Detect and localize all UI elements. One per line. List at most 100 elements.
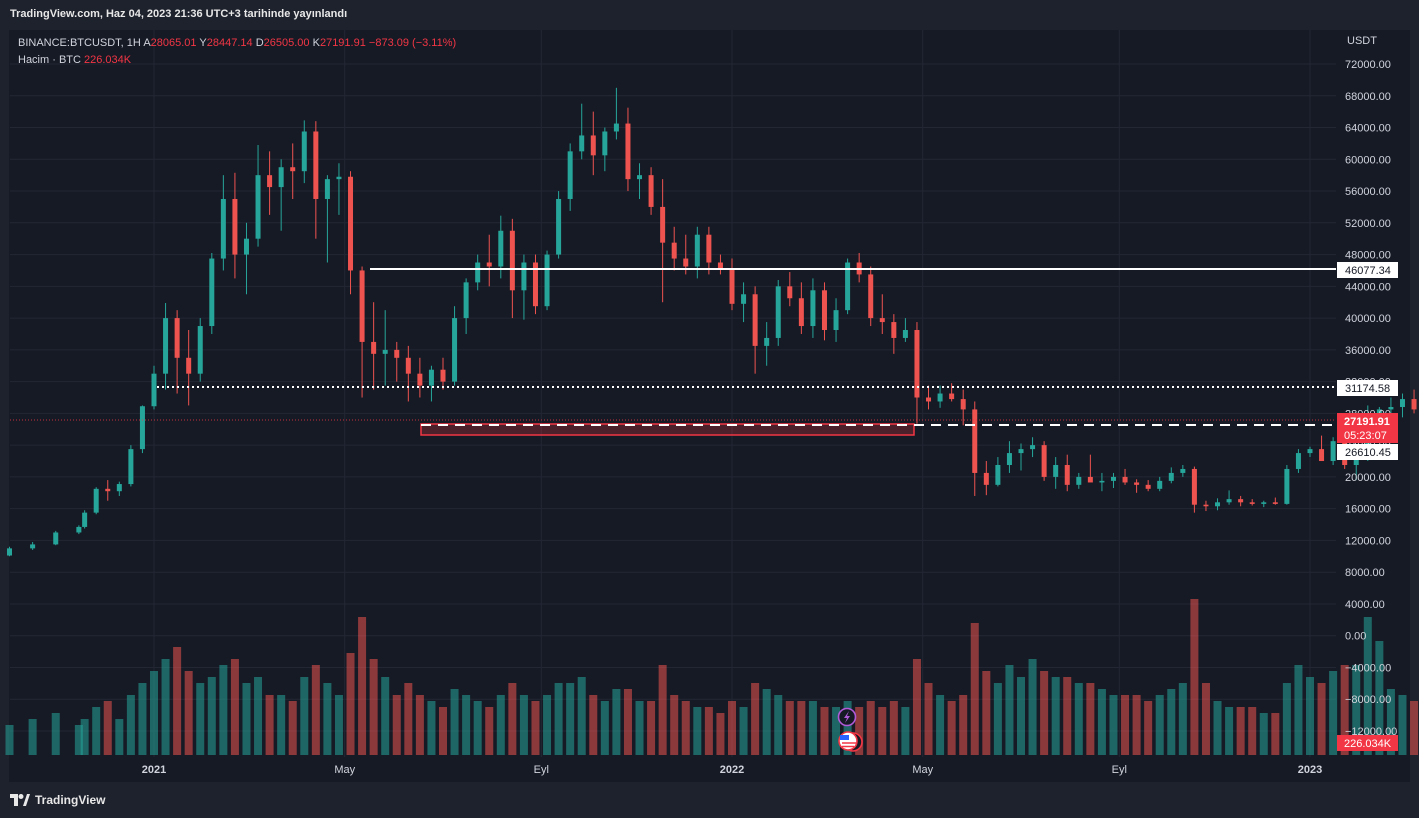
volume-bar	[751, 683, 760, 755]
volume-bar	[196, 683, 205, 755]
candle-body	[1018, 449, 1024, 454]
volume-bar	[785, 701, 794, 755]
time-tick-label: May	[334, 764, 355, 776]
volume-bar	[1306, 677, 1314, 755]
volume-bar	[1213, 701, 1222, 755]
candle-body	[313, 131, 319, 199]
candle-body	[1110, 476, 1116, 481]
price-tick-label: 0.00	[1345, 631, 1366, 643]
candle-body	[671, 242, 677, 259]
volume-bar	[1294, 665, 1303, 755]
candle-body	[232, 198, 238, 255]
price-tick-label: 40000.00	[1345, 313, 1391, 325]
candle-body	[972, 409, 978, 473]
tradingview-logo[interactable]: TradingView	[10, 793, 105, 807]
volume-bar	[878, 707, 887, 755]
volume-bar	[600, 701, 609, 755]
volume-bar	[982, 671, 991, 755]
volume-bar	[485, 707, 494, 755]
header-bar: TradingView.com, Haz 04, 2023 21:36 UTC+…	[0, 0, 1419, 30]
candle-body	[868, 274, 874, 319]
candle-body	[371, 341, 377, 354]
volume-bar	[1317, 683, 1326, 755]
volume-bars	[5, 599, 1419, 755]
candle-body	[1053, 464, 1059, 477]
price-tick-label: 12000.00	[1345, 535, 1391, 547]
us-flag-icon[interactable]	[838, 731, 863, 752]
candle-body	[602, 131, 608, 156]
candle-body	[1215, 502, 1221, 507]
volume-legend-value: 226.034K	[84, 54, 132, 66]
volume-bar	[693, 707, 702, 755]
candle-body	[764, 337, 770, 346]
candle-body	[544, 254, 550, 307]
volume-bar	[1121, 695, 1130, 755]
volume-bar	[1410, 701, 1419, 755]
svg-text:226.034K: 226.034K	[1344, 738, 1392, 750]
candle-body	[648, 175, 654, 207]
published-text: TradingView.com, Haz 04, 2023 21:36 UTC+…	[10, 8, 348, 20]
volume-bar	[381, 677, 390, 755]
candle-body	[1272, 502, 1278, 504]
volume-bar	[1282, 683, 1291, 755]
candle-body	[1122, 476, 1128, 483]
volume-bar	[74, 725, 83, 755]
volume-bar	[184, 671, 193, 755]
candle-body	[810, 290, 816, 327]
candle-body	[405, 357, 411, 374]
volume-bar	[439, 707, 447, 755]
candle-body	[1180, 468, 1186, 473]
candle-body	[1249, 502, 1255, 504]
volume-bar	[774, 695, 783, 755]
time-tick-label: 2023	[1298, 764, 1322, 776]
price-tick-label: 68000.00	[1345, 91, 1391, 103]
volume-bar	[704, 707, 713, 755]
chart-legend: BINANCE:BTCUSDT, 1H A28065.01 Y28447.14 …	[18, 37, 457, 66]
volume-bar	[1074, 683, 1083, 755]
candle-body	[452, 318, 458, 382]
price-tick-label: 60000.00	[1345, 154, 1391, 166]
volume-bar	[207, 677, 216, 755]
brand-label: TradingView	[35, 793, 106, 807]
lightning-icon[interactable]	[837, 707, 857, 727]
volume-bar	[739, 707, 748, 755]
volume-legend-label: Hacim · BTC	[18, 54, 81, 66]
candle-body	[706, 234, 712, 263]
candle-body	[1238, 499, 1244, 503]
candle-body	[186, 357, 192, 374]
volume-bar	[161, 659, 170, 755]
volume-bar	[612, 689, 621, 755]
time-tick-label: Eyl	[1112, 764, 1127, 776]
tradingview-icon	[10, 794, 30, 806]
candle-body	[82, 512, 88, 527]
candle-body	[394, 349, 400, 358]
candle-body	[163, 318, 169, 374]
candle-body	[960, 399, 966, 410]
volume-bar	[173, 647, 182, 755]
volume-bar	[1063, 677, 1072, 755]
volume-bar	[219, 665, 228, 755]
time-tick-label: Eyl	[534, 764, 549, 776]
svg-text:26610.45: 26610.45	[1345, 447, 1391, 459]
volume-bar	[1097, 689, 1106, 755]
svg-text:27191.91: 27191.91	[1344, 416, 1390, 428]
candle-body	[428, 369, 434, 386]
price-axis: USDT 72000.00 68000.00 64000.00 60000.00 560…	[1345, 35, 1397, 738]
volume-bar	[450, 689, 459, 755]
volume-bar	[1340, 665, 1349, 755]
volume-bar	[254, 677, 263, 755]
volume-bar	[1086, 683, 1095, 755]
support-price-label: 31174.58	[1337, 380, 1398, 396]
candle-body	[1261, 502, 1267, 504]
volume-bar	[1271, 713, 1280, 755]
candle-body	[509, 230, 515, 291]
volume-bar	[1155, 695, 1164, 755]
volume-bar	[635, 701, 644, 755]
volume-bar	[1248, 707, 1257, 755]
candles	[7, 87, 1417, 557]
volume-bar	[473, 701, 482, 755]
candle-body	[278, 167, 284, 188]
chart-frame[interactable]	[9, 30, 1410, 782]
volume-bar	[230, 659, 239, 755]
